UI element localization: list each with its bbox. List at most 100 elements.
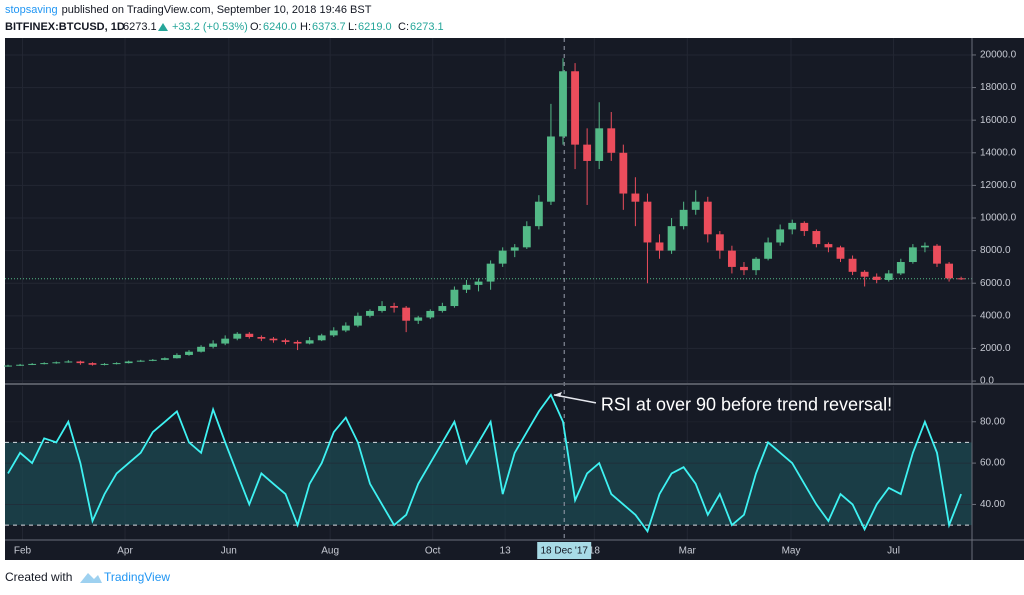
candle-body: [764, 242, 773, 259]
close-label: C:: [398, 21, 409, 33]
candle-body: [317, 335, 326, 341]
candle-body: [221, 338, 230, 344]
candle-body: [522, 226, 531, 248]
candle-body: [655, 242, 664, 251]
candle-body: [800, 222, 809, 232]
candle-body: [510, 247, 519, 251]
y-tick-label: 20000.0: [980, 50, 1017, 61]
candle-body: [727, 250, 736, 267]
candle-body: [378, 306, 386, 311]
rsi-band: [5, 442, 972, 526]
symbol: BITFINEX:BTCUSD, 1D: [5, 21, 125, 33]
x-tick-label: Mar: [679, 546, 697, 557]
candle-body: [293, 341, 302, 344]
high-label: H:: [300, 21, 311, 33]
candle-body: [631, 193, 640, 202]
high: 6373.7: [312, 21, 346, 33]
candle-body: [474, 281, 483, 285]
candle-body: [281, 340, 290, 342]
footer-text: Created with: [5, 570, 72, 584]
candle-body: [426, 310, 435, 318]
candle-body: [100, 363, 109, 365]
x-tick-label: Jun: [221, 546, 237, 557]
footer-brand[interactable]: TradingView: [104, 570, 170, 584]
candle-body: [957, 278, 966, 280]
candle-body: [486, 263, 495, 282]
candle-body: [353, 315, 362, 326]
y-tick-label: 4000.0: [980, 310, 1011, 321]
x-tick-label: Oct: [425, 546, 441, 557]
y-tick-label: 80.00: [980, 416, 1005, 427]
candle-body: [836, 247, 845, 259]
y-tick-label: 12000.0: [980, 180, 1017, 191]
candle-body: [619, 152, 628, 194]
low-label: L:: [348, 21, 357, 33]
candle-body: [583, 144, 592, 161]
x-tick-label: 13: [500, 546, 512, 557]
candle-body: [921, 245, 929, 248]
candle-body: [715, 234, 724, 251]
x-tick-label: 18: [589, 546, 601, 557]
candle-body: [88, 363, 97, 365]
candle-body: [329, 330, 338, 336]
candle-body: [112, 363, 121, 365]
candle-body: [607, 128, 616, 153]
candle-body: [884, 273, 893, 280]
y-tick-label: 10000.0: [980, 213, 1017, 224]
candle-body: [559, 71, 567, 137]
candle-body: [752, 258, 760, 271]
candle-body: [160, 358, 169, 360]
candle-body: [197, 346, 205, 352]
x-tick-label: Apr: [117, 546, 133, 557]
candle-body: [547, 136, 555, 202]
candle-body: [390, 306, 399, 308]
last: 6273.1: [123, 21, 157, 33]
candle-body: [40, 363, 49, 365]
close: 6273.1: [410, 21, 444, 33]
candle-body: [872, 276, 881, 280]
candle-body: [812, 231, 821, 245]
low: 6219.0: [358, 21, 392, 33]
y-tick-label: 40.00: [980, 499, 1005, 510]
candle-body: [740, 266, 748, 271]
candle-body: [848, 258, 857, 272]
y-tick-label: 2000.0: [980, 343, 1011, 354]
candle-body: [173, 354, 181, 359]
candle-body: [860, 271, 869, 277]
candle-body: [450, 289, 459, 307]
y-tick-label: 0.0: [980, 376, 994, 387]
x-tick-label: Aug: [321, 546, 339, 557]
annotation: RSI at over 90 before trend reversal!: [601, 395, 892, 415]
published: published on TradingView.com, September …: [62, 4, 372, 16]
up-arrow: [158, 23, 168, 31]
candle-body: [438, 306, 447, 311]
candle-body: [4, 365, 12, 367]
candle-body: [414, 317, 423, 321]
candle-body: [402, 307, 411, 321]
change: +33.2 (+0.53%): [172, 21, 248, 33]
candle-body: [945, 263, 953, 279]
rsi-line: [7, 393, 962, 534]
candle-body: [269, 338, 278, 341]
x-tick-label: Feb: [14, 546, 32, 557]
candle-body: [691, 201, 700, 210]
candle-body: [366, 310, 374, 316]
annotation-arrowhead: [553, 391, 562, 397]
candle-body: [667, 226, 676, 251]
open-label: O:: [250, 21, 262, 33]
open: 6240.0: [263, 21, 297, 33]
candle-body: [908, 247, 917, 263]
y-tick-label: 18000.0: [980, 82, 1017, 93]
candle-body: [498, 250, 507, 264]
annotation-arrow: [553, 394, 597, 404]
crosshair-label: 18 Dec '17: [540, 546, 588, 557]
y-tick-label: 16000.0: [980, 115, 1017, 126]
candle-body: [896, 262, 905, 274]
candle-body: [257, 337, 266, 339]
candle-body: [788, 222, 797, 230]
candle-body: [76, 361, 85, 364]
candle-body: [595, 128, 604, 161]
candle-body: [28, 363, 37, 365]
candle-body: [136, 360, 145, 362]
candle-body: [643, 201, 652, 243]
